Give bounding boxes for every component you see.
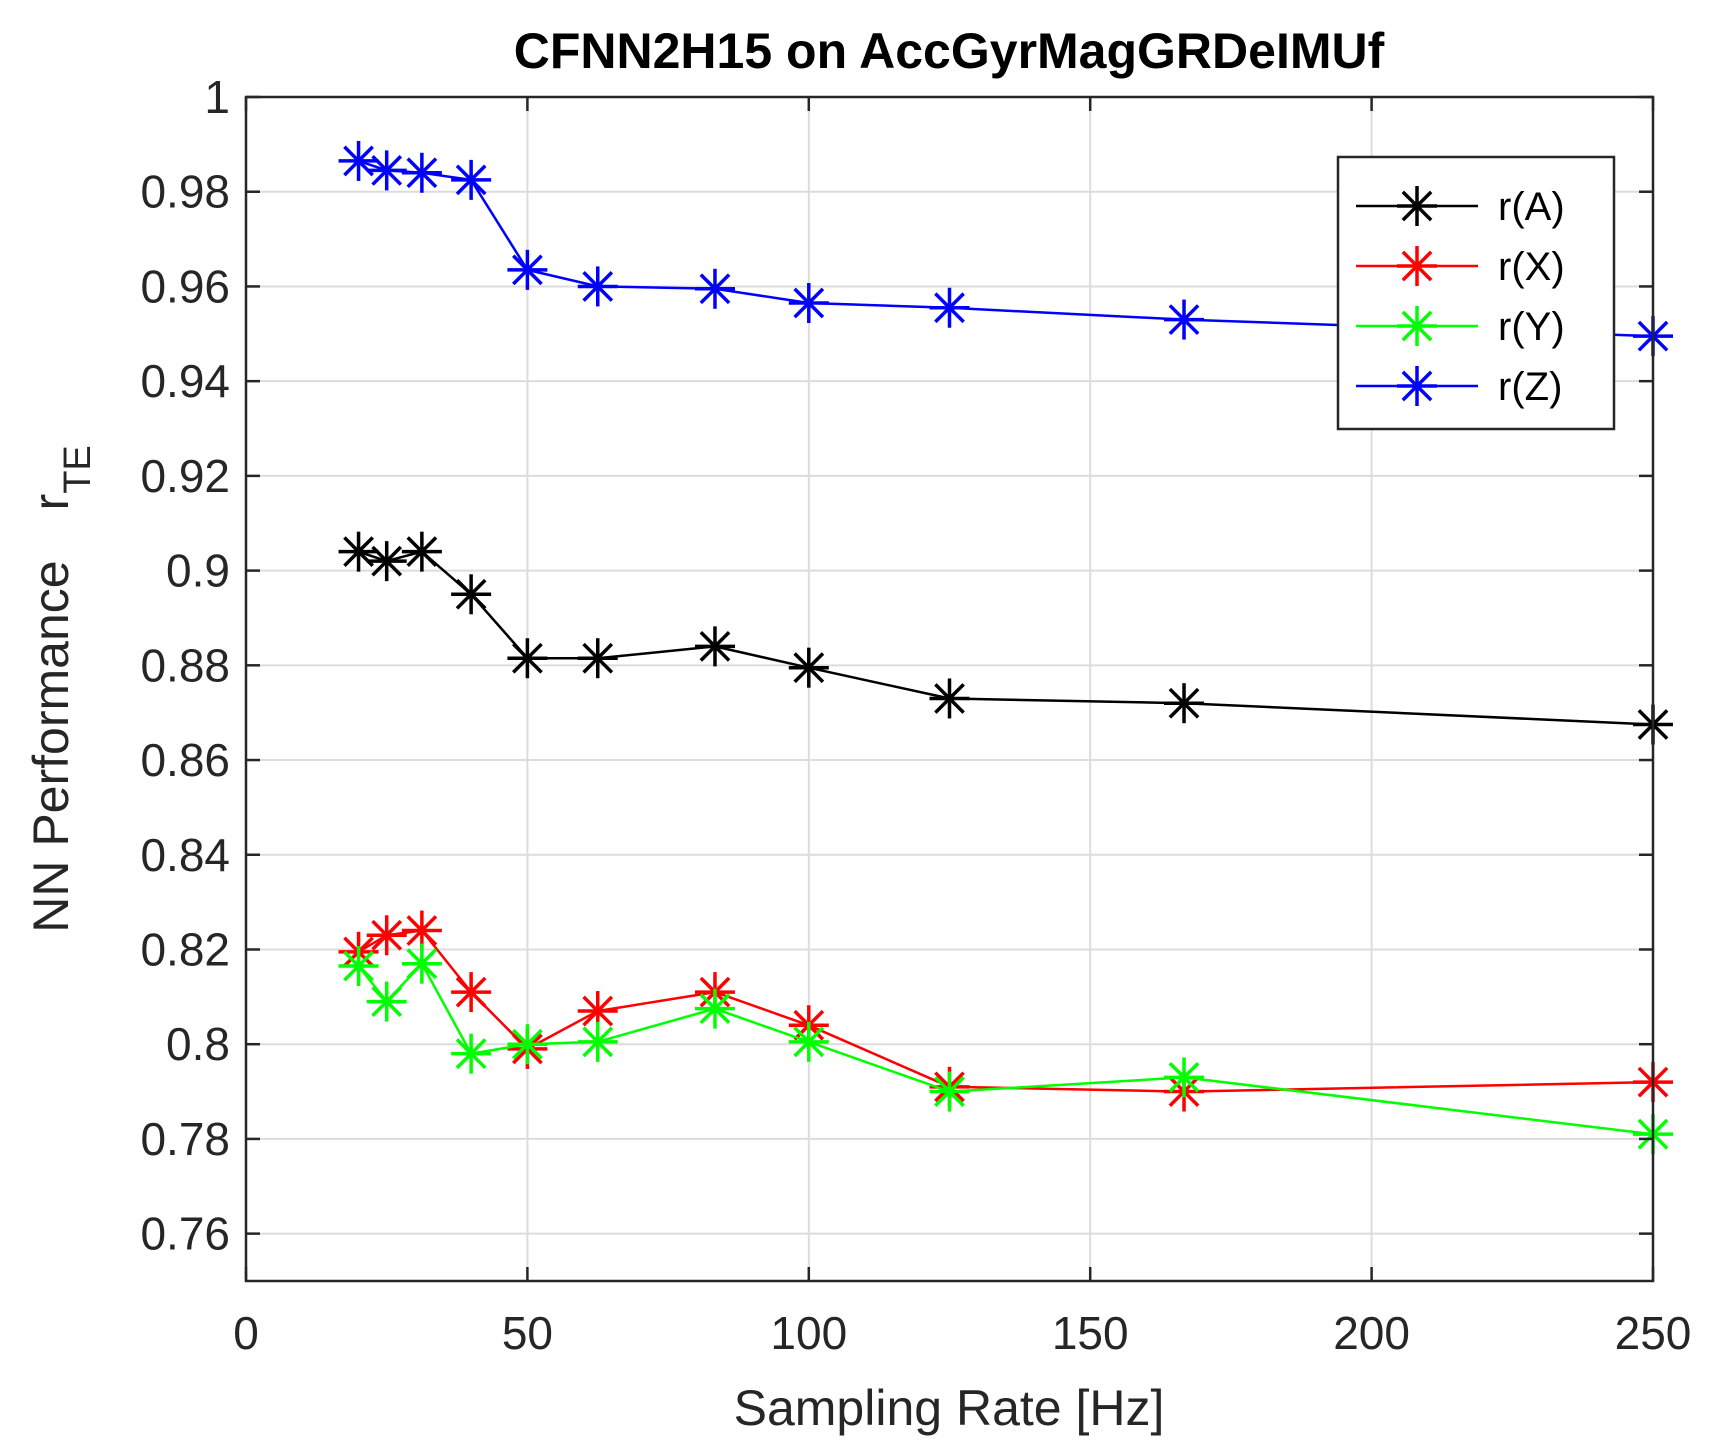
data-point [694, 268, 735, 309]
data-point [338, 946, 379, 987]
series-r(A) [338, 531, 1673, 745]
data-point [401, 531, 442, 572]
data-point [366, 541, 407, 582]
data-point [338, 140, 379, 181]
data-point [451, 1033, 492, 1074]
x-tick-label: 150 [1052, 1307, 1129, 1359]
y-tick-label: 0.86 [140, 734, 230, 786]
data-point [507, 249, 548, 290]
y-axis-title-subscript: TE [57, 445, 99, 494]
legend-marker [1397, 246, 1437, 286]
y-tick-label: 0.8 [166, 1018, 230, 1070]
data-point [401, 152, 442, 193]
x-tick-label: 100 [770, 1307, 847, 1359]
y-axis-title-main: NN Performance [23, 560, 79, 932]
plot-frame [244, 95, 1655, 1283]
data-point [366, 981, 407, 1022]
data-point [451, 972, 492, 1013]
y-tick-label: 0.82 [140, 923, 230, 975]
x-tick-label: 0 [233, 1307, 259, 1359]
data-point [1164, 299, 1205, 340]
legend-label: r(A) [1498, 185, 1565, 229]
y-tick-label: 1 [204, 71, 230, 123]
y-tick-label: 0.94 [140, 355, 230, 407]
legend: r(A) r(X) r(Y) r(Z) [1336, 155, 1616, 431]
data-point [694, 988, 735, 1029]
data-point [929, 1071, 970, 1112]
data-point [577, 266, 618, 307]
data-point [929, 678, 970, 719]
legend-box [1336, 155, 1616, 431]
data-point [577, 638, 618, 679]
data-point [929, 287, 970, 328]
legend-entry: r(X) [1356, 245, 1565, 289]
y-tick-label: 0.84 [140, 829, 230, 881]
y-tick-label: 0.88 [140, 639, 230, 691]
chart-title: CFNN2H15 on AccGyrMagGRDeIMUf [514, 23, 1385, 79]
legend-entry: r(Y) [1356, 305, 1565, 349]
y-tick-label: 0.9 [166, 545, 230, 597]
legend-marker [1397, 186, 1437, 226]
y-tick-label: 0.98 [140, 166, 230, 218]
x-tick-label: 250 [1615, 1307, 1692, 1359]
legend-label: r(Y) [1498, 305, 1565, 349]
y-tick-label: 0.96 [140, 260, 230, 312]
data-point [694, 626, 735, 667]
legend-label: r(Z) [1498, 365, 1562, 409]
data-point [451, 159, 492, 200]
legend-entry: r(A) [1356, 185, 1565, 229]
legend-label: r(X) [1498, 245, 1565, 289]
data-point [1164, 683, 1205, 724]
data-point [366, 150, 407, 191]
x-tick-label: 200 [1333, 1307, 1410, 1359]
data-point [366, 915, 407, 956]
x-tick-label: 50 [502, 1307, 553, 1359]
data-point [1164, 1057, 1205, 1098]
data-point [788, 283, 829, 324]
data-point [788, 647, 829, 688]
data-point [577, 1021, 618, 1062]
data-point [788, 1021, 829, 1062]
y-axis-title: NN Performance rTE [23, 445, 99, 933]
data-point [507, 1024, 548, 1065]
legend-marker [1397, 306, 1437, 346]
data-point [401, 943, 442, 984]
series-r(Y) [338, 943, 1673, 1155]
y-tick-label: 0.92 [140, 450, 230, 502]
x-axis-title: Sampling Rate [Hz] [734, 1380, 1165, 1436]
tick-layer: 0 50 100 150 200 250 0.76 0.78 0.8 0.82 0.84 0.86 0.… [140, 71, 1691, 1359]
series-r(Z) [338, 140, 1673, 357]
data-point [507, 638, 548, 679]
legend-entry: r(Z) [1356, 365, 1562, 409]
series-layer [338, 140, 1673, 1155]
y-tick-label: 0.76 [140, 1208, 230, 1260]
legend-marker [1397, 366, 1437, 406]
y-tick-label: 0.78 [140, 1113, 230, 1165]
y-axis-title-symbol: r [23, 494, 79, 511]
data-point [338, 531, 379, 572]
data-point [451, 574, 492, 615]
